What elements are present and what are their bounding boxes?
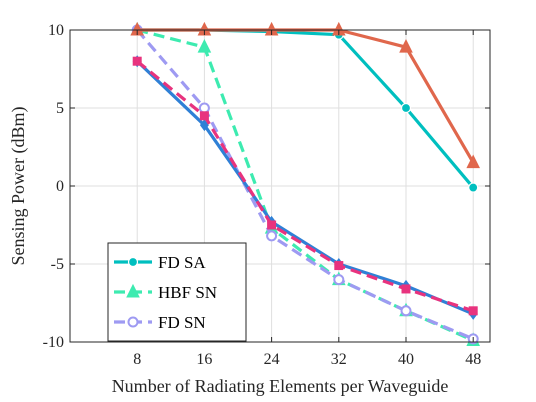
legend-swatch-marker <box>127 256 139 268</box>
legend-item: HBF SN <box>114 283 217 302</box>
data-point <box>334 261 344 271</box>
y-axis-label: Sensing Power (dBm) <box>8 107 29 266</box>
x-tick-label: 40 <box>398 351 414 368</box>
legend-label: FD SA <box>158 253 206 272</box>
series-line-5 <box>136 59 474 313</box>
x-tick-label: 8 <box>133 351 141 368</box>
y-tick-label: 5 <box>56 100 64 117</box>
data-point <box>468 182 479 193</box>
series-5 <box>132 56 478 316</box>
y-tick-label: -5 <box>51 256 64 273</box>
data-point <box>266 230 278 242</box>
data-point <box>466 154 481 169</box>
data-point <box>468 306 478 316</box>
legend-item: FD SN <box>114 313 206 332</box>
x-tick-label: 24 <box>264 351 280 368</box>
data-point <box>400 102 412 114</box>
legend-swatch-marker <box>127 316 139 328</box>
legend-label: HBF SN <box>158 283 217 302</box>
legend-swatch-marker <box>126 283 140 298</box>
tick-labels: 8 16 24 32 40 48 -10 -5 0 5 10 <box>43 22 482 368</box>
legend: FD SA HBF SN FD SN <box>107 242 247 342</box>
data-point <box>132 56 142 66</box>
y-tick-label: 0 <box>56 178 64 195</box>
data-point <box>400 305 412 317</box>
data-point <box>198 102 210 114</box>
legend-label: FD SN <box>158 313 206 332</box>
axes <box>69 29 491 343</box>
series-line-4 <box>136 60 474 316</box>
data-point <box>267 220 277 230</box>
series-line-2 <box>135 28 474 341</box>
x-tick-label: 16 <box>196 351 212 368</box>
data-point <box>199 111 209 121</box>
x-tick-label: 48 <box>465 351 481 368</box>
data-point <box>399 39 413 53</box>
data-point <box>333 274 345 286</box>
x-axis-label: Number of Radiating Elements per Wavegui… <box>112 376 449 396</box>
y-tick-label: 10 <box>48 22 64 39</box>
data-point <box>197 39 212 53</box>
x-tick-label: 32 <box>331 351 347 368</box>
legend-item: FD SA <box>114 253 206 272</box>
y-tick-label: -10 <box>43 334 64 351</box>
data-point <box>401 284 411 294</box>
